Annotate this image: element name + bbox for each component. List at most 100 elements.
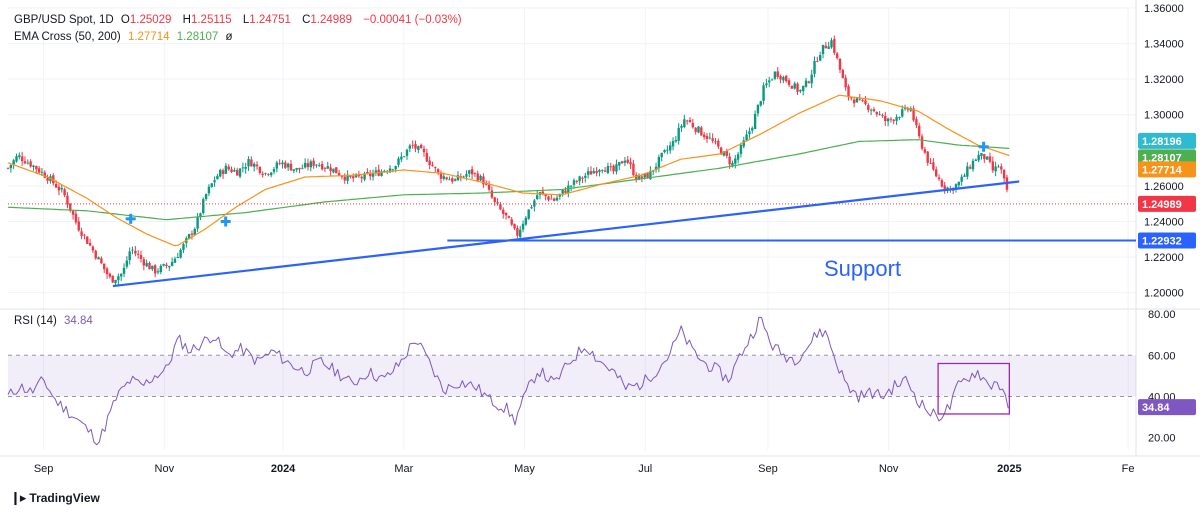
candle	[292, 169, 296, 174]
candle	[502, 207, 505, 219]
candle-body	[227, 166, 230, 170]
candle-body	[926, 151, 929, 163]
candle	[527, 209, 530, 220]
candle	[335, 167, 338, 174]
candle-body	[352, 176, 355, 179]
ema-indicator-name[interactable]: EMA Cross (50, 200)	[14, 31, 121, 43]
candle	[318, 162, 321, 167]
candle-body	[148, 262, 151, 270]
candle-body	[9, 165, 13, 169]
candle	[691, 118, 695, 129]
candle	[510, 217, 513, 227]
candle-body	[654, 166, 658, 171]
candle	[26, 159, 30, 165]
candle-body	[216, 175, 219, 180]
candle	[253, 162, 256, 172]
candle	[451, 176, 454, 184]
candle	[677, 123, 680, 145]
candle-body	[286, 163, 290, 168]
candle	[88, 238, 92, 247]
badge-ema50-text: 1.27714	[1142, 164, 1183, 176]
candle-body	[841, 69, 845, 79]
candle	[255, 161, 259, 170]
candle-body	[320, 163, 324, 170]
candle-body	[804, 80, 808, 87]
candle	[818, 51, 822, 62]
badge-cyan-text: 1.28196	[1142, 136, 1182, 148]
candle-body	[315, 164, 318, 166]
candle-body	[329, 167, 332, 172]
candle-body	[895, 117, 898, 121]
candle	[765, 78, 768, 88]
candle	[482, 173, 485, 188]
rsi-tick-label: 60.00	[1148, 350, 1176, 362]
candle	[60, 184, 63, 193]
candle	[46, 174, 49, 184]
candle	[86, 236, 89, 244]
candle-body	[337, 173, 341, 176]
candle	[535, 190, 539, 200]
symbol-name[interactable]: GBP/USD Spot, 1D	[14, 14, 114, 26]
candle	[6, 167, 10, 170]
candle-body	[428, 160, 431, 166]
rsi-tick-label: 20.00	[1148, 433, 1176, 445]
candle	[918, 122, 921, 139]
candle-body	[153, 265, 157, 274]
candle-body	[759, 101, 762, 106]
candle-body	[261, 173, 264, 175]
low-label: L	[242, 14, 250, 26]
time-tick-label: Fe	[1122, 463, 1135, 475]
candle	[756, 104, 760, 117]
candle-body	[221, 170, 225, 175]
candle	[697, 126, 700, 134]
candle	[960, 174, 963, 186]
candle-body	[700, 127, 703, 136]
candle	[830, 37, 833, 49]
candle-body	[937, 177, 941, 180]
candle-body	[660, 152, 663, 158]
badge-support-text: 1.22932	[1142, 235, 1182, 247]
candle-body	[199, 213, 202, 217]
candle-body	[255, 164, 259, 167]
candle-body	[530, 207, 533, 209]
candle	[584, 172, 587, 183]
candle	[1002, 169, 1006, 182]
candle	[753, 110, 757, 130]
candle	[52, 173, 55, 186]
candle-body	[122, 267, 126, 274]
candle-body	[569, 185, 573, 187]
candle	[507, 215, 511, 219]
candle-body	[417, 146, 420, 150]
candle-body	[861, 100, 864, 101]
candle	[397, 156, 400, 168]
time-tick-label: May	[514, 463, 535, 475]
badge-support: 1.22932	[1138, 232, 1196, 249]
candle	[159, 264, 163, 275]
candle-body	[785, 75, 788, 82]
rsi-title[interactable]: RSI (14)	[14, 315, 57, 327]
candle	[618, 161, 621, 171]
candle-body	[451, 178, 454, 182]
candle-body	[23, 161, 27, 164]
tradingview-branding[interactable]: ❙▸ TradingView	[10, 490, 100, 506]
candle-body	[668, 145, 672, 151]
candle	[428, 156, 431, 170]
candle-body	[960, 176, 963, 182]
candle	[258, 166, 262, 175]
candle-body	[671, 141, 675, 147]
candle-body	[213, 180, 216, 183]
candle-body	[688, 120, 692, 123]
candle-body	[606, 166, 610, 173]
candle	[309, 159, 312, 172]
candle	[751, 126, 754, 134]
badge-rsi-bg	[1138, 399, 1196, 416]
candle	[555, 195, 559, 202]
candle-body	[402, 156, 406, 158]
candle-body	[739, 145, 743, 154]
candle	[612, 164, 615, 175]
candle-body	[485, 183, 488, 185]
candle-body	[52, 175, 55, 184]
candle-body	[159, 265, 163, 273]
candle	[544, 193, 547, 201]
candle-body	[802, 85, 805, 91]
